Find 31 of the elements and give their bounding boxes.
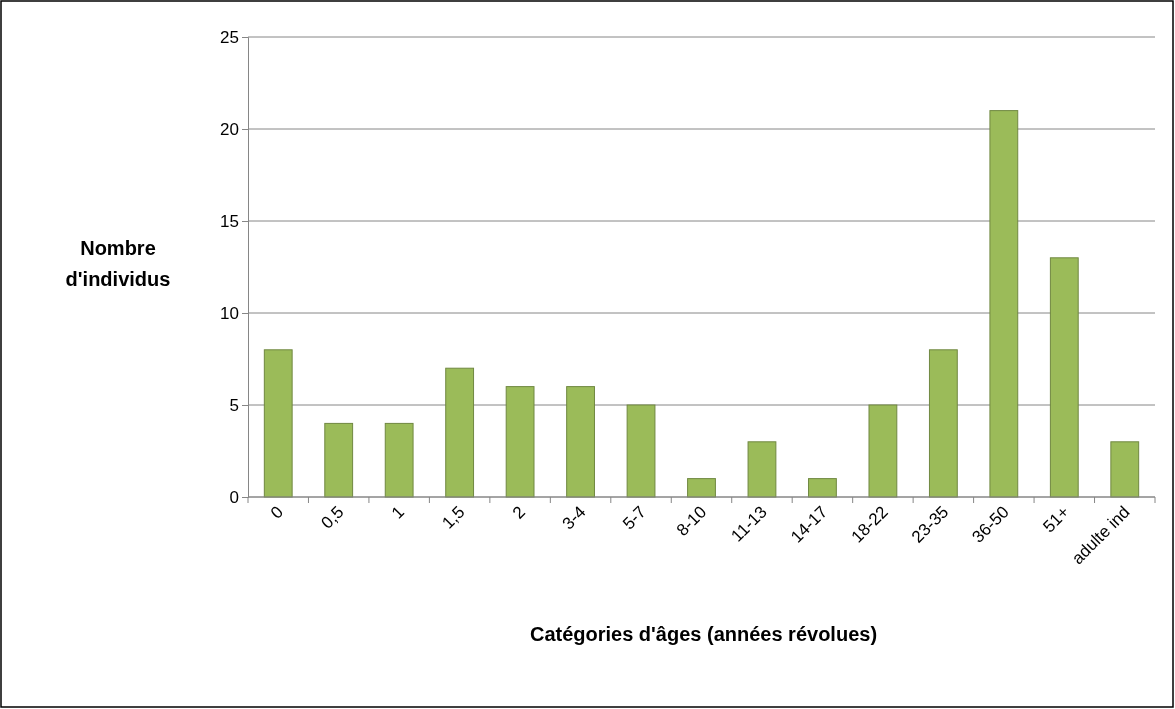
bar bbox=[505, 386, 535, 498]
bar bbox=[324, 422, 354, 498]
y-tick-label: 5 bbox=[229, 395, 239, 415]
x-axis-title: Catégories d'âges (années révolues) bbox=[529, 623, 878, 645]
bar bbox=[445, 367, 475, 498]
bar bbox=[626, 404, 656, 498]
bar bbox=[263, 349, 293, 498]
x-tick-label: 51+ bbox=[1039, 502, 1074, 537]
y-tick-label: 15 bbox=[220, 211, 239, 231]
bar bbox=[808, 478, 837, 498]
y-axis-title: Nombre d'individus bbox=[65, 237, 171, 290]
y-tick-label: 25 bbox=[220, 27, 239, 47]
y-tick-label: 10 bbox=[220, 303, 239, 323]
x-tick-label: 0 bbox=[266, 502, 288, 523]
bar bbox=[1049, 257, 1079, 498]
x-tick-label: 0,5 bbox=[317, 502, 348, 533]
bar bbox=[868, 404, 898, 498]
bar bbox=[989, 110, 1019, 498]
x-tick-label: 5-7 bbox=[619, 502, 650, 534]
x-tick-label: 1 bbox=[387, 502, 408, 523]
bar bbox=[1110, 441, 1140, 498]
bar bbox=[928, 349, 958, 498]
bar bbox=[687, 478, 716, 498]
x-tick-label: 1,5 bbox=[438, 502, 469, 533]
x-tick-label: 2 bbox=[508, 502, 529, 523]
y-tick-label: 0 bbox=[229, 487, 239, 507]
y-tick-label: 20 bbox=[220, 119, 239, 139]
bar bbox=[384, 422, 414, 498]
x-tick-label: 3-4 bbox=[558, 502, 590, 534]
bar bbox=[747, 441, 777, 498]
bar bbox=[566, 386, 595, 498]
